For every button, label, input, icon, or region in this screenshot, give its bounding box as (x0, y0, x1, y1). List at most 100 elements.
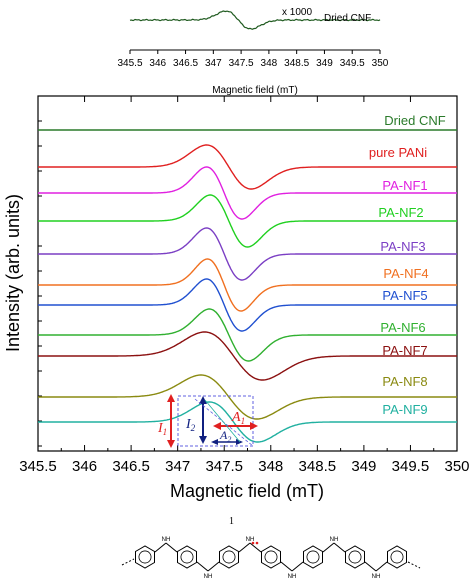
n-bond (154, 542, 167, 553)
benzene-ring (303, 545, 323, 569)
inset-curve-dried-cnf (129, 10, 381, 30)
series-label-pa-nf8: PA-NF8 (382, 374, 427, 389)
n-bond (333, 542, 346, 553)
benzene-ring-inner (222, 550, 236, 564)
benzene-ring-inner (264, 550, 278, 564)
a1-arrow-head-left (213, 422, 221, 430)
main-x-tick-label: 348.5 (299, 458, 337, 475)
inset-x-ticks: 345.5 346 346.5 347 347.5 348 348.5 349 349.5 350 (117, 50, 389, 69)
nh-label: NH (204, 574, 213, 580)
nh-label: NH (372, 574, 381, 580)
series-label-pa-nf9: PA-NF9 (382, 402, 427, 417)
a1-arrow-head-right (250, 422, 258, 430)
n-bond (364, 561, 377, 572)
main-x-tick-label: 349.5 (392, 458, 430, 475)
curve-pure-pani (38, 144, 457, 190)
series-label-pa-nf1: PA-NF1 (382, 178, 427, 193)
i1-dashed-box (177, 395, 254, 447)
main-y-axis-title: Intensity (arb. units) (3, 194, 23, 352)
main-chart: 345.5 346 346.5 347 347.5 348 348.5 349 349.5 350… (3, 95, 470, 501)
series-label-pa-nf6: PA-NF6 (380, 320, 425, 335)
n-bond (249, 542, 262, 553)
curve-pa-nf6 (38, 308, 457, 362)
curve-pa-nf7 (38, 331, 457, 381)
n-bond (165, 542, 178, 553)
main-x-tick-label: 347.5 (205, 458, 243, 475)
curve-pa-nf8 (38, 374, 457, 420)
molecule-drawing: NH NH NH NH NH NH (121, 537, 421, 580)
benzene-ring (387, 545, 407, 569)
inset-x-tick-label: 346 (149, 58, 166, 69)
inset-x-tick-label: 347.5 (229, 58, 254, 69)
main-x-tick-label: 350 (444, 458, 469, 475)
curve-pa-nf5 (38, 278, 457, 332)
pa-nf9-annotation: I1 I2 A1 A2 (157, 394, 258, 448)
n-bond (207, 561, 220, 572)
inset-x-tick-label: 350 (372, 58, 389, 69)
n-bond (322, 542, 335, 553)
radical-dot (251, 541, 255, 545)
main-x-tick-label: 349 (351, 458, 376, 475)
benzene-ring-inner (306, 550, 320, 564)
inset-x-tick-label: 348 (261, 58, 278, 69)
n-bond (375, 561, 388, 572)
nh-label: NH (162, 537, 171, 543)
series-label-pa-nf7: PA-NF7 (382, 343, 427, 358)
series-label-pa-nf5: PA-NF5 (382, 288, 427, 303)
inset-x-axis-title: Magnetic field (mT) (212, 85, 298, 96)
series-label-pa-nf3: PA-NF3 (380, 239, 425, 254)
main-x-tick-label: 346.5 (112, 458, 150, 475)
n-bond (291, 561, 304, 572)
benzene-ring-inner (390, 550, 404, 564)
i1-arrow-head-top (167, 394, 175, 402)
benzene-ring (219, 545, 239, 569)
main-curves (38, 129, 457, 443)
curve-pa-nf2 (38, 194, 457, 248)
inset-chart: 345.5 346 346.5 347 347.5 348 348.5 349 349.5 350… (117, 7, 388, 96)
main-y-ticks (38, 120, 42, 447)
benzene-ring (177, 545, 197, 569)
curve-pa-nf3 (38, 227, 457, 281)
main-x-tick-label: 348 (258, 458, 283, 475)
benzene-ring (135, 545, 155, 569)
inset-scale-label: x 1000 (282, 7, 312, 18)
chain-start (121, 558, 135, 566)
curve-pa-nf1 (38, 166, 457, 220)
inset-x-tick-label: 349 (316, 58, 333, 69)
a1-label: A1 (231, 410, 245, 426)
nh-label: NH (330, 537, 339, 543)
i1-arrow-head-bottom (167, 440, 175, 448)
inset-x-tick-label: 346.5 (173, 58, 198, 69)
i2-arrow-head-top (199, 396, 207, 404)
main-x-axis-title: Magnetic field (mT) (170, 481, 324, 501)
inset-x-tick-label: 347 (205, 58, 222, 69)
inset-x-tick-label: 345.5 (117, 58, 142, 69)
benzene-ring-inner (180, 550, 194, 564)
a2-arrow-head-left (211, 439, 218, 445)
curve-pa-nf4 (38, 258, 457, 312)
main-x-tick-label: 345.5 (19, 458, 57, 475)
n-bond (238, 542, 251, 553)
i1-label: I1 (157, 421, 167, 437)
benzene-ring-inner (138, 550, 152, 564)
series-label-pa-nf4: PA-NF4 (383, 266, 428, 281)
series-label-pure-pani: pure PANi (369, 145, 427, 160)
a2-label: A2 (219, 428, 231, 444)
pani-structure: 1 NH NH NH NH NH NH (121, 516, 421, 580)
n-bond (280, 561, 293, 572)
series-label-pa-nf2: PA-NF2 (378, 205, 423, 220)
nh-label: NH (288, 574, 297, 580)
inset-x-tick-label: 349.5 (340, 58, 365, 69)
chain-end (407, 561, 421, 569)
benzene-ring (261, 545, 281, 569)
i2-label: I2 (185, 417, 196, 433)
inset-x-tick-label: 348.5 (284, 58, 309, 69)
radical-dot (255, 541, 259, 545)
main-x-tick-label: 346 (72, 458, 97, 475)
n-bond (196, 561, 209, 572)
main-x-ticks: 345.5 346 346.5 347 347.5 348 348.5 349 349.5 350 (19, 96, 470, 475)
i2-arrow-head-bottom (199, 436, 207, 444)
guide-line-2 (204, 399, 241, 443)
inset-legend-label: Dried CNF (324, 13, 371, 24)
